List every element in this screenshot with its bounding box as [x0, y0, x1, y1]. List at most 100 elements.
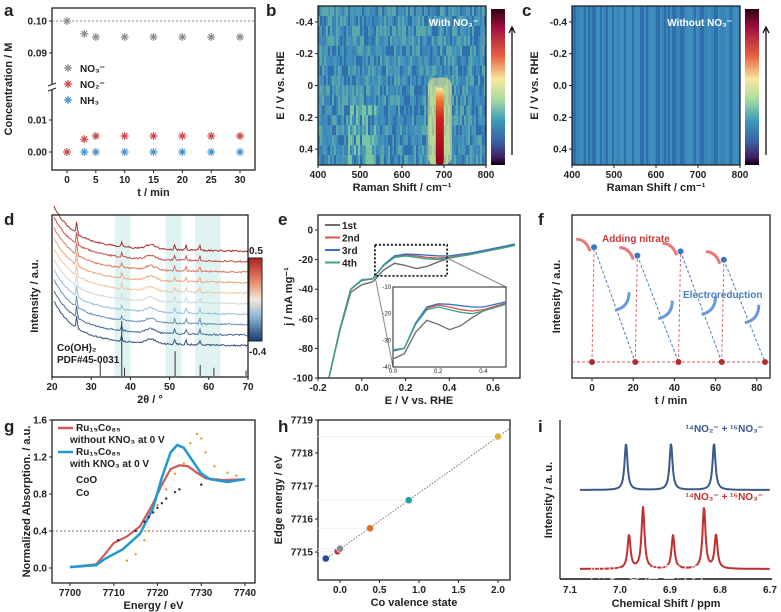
heatmap-cell [386, 6, 389, 17]
heatmap-cell [448, 35, 451, 47]
heatmap-cell [402, 45, 405, 56]
heatmap-cell [460, 105, 463, 116]
heatmap-cell [396, 95, 399, 106]
heatmap-cell [700, 6, 703, 166]
heatmap-cell [348, 15, 351, 27]
curved-arrow-icon [701, 296, 718, 316]
heatmap-cell [440, 25, 443, 37]
data-point-0 [178, 33, 187, 41]
heatmap-cell [392, 45, 395, 56]
heatmap-cell [410, 15, 413, 27]
axis-break-gap [48, 84, 56, 90]
heatmap-cell [442, 15, 445, 27]
y-tick-label: -0.4 [296, 17, 314, 28]
heatmap-cell [364, 85, 367, 96]
heatmap-cell [328, 95, 331, 106]
heatmap-cell [438, 45, 441, 56]
heatmap-cell [420, 125, 423, 136]
x-axis-title: t / min [655, 395, 688, 407]
heatmap-cell [404, 25, 407, 37]
curved-arrow-icon [614, 292, 631, 312]
heatmap-cell [460, 155, 463, 166]
heatmap-cell [426, 6, 429, 17]
heatmap-cell [464, 55, 467, 66]
heatmap-cell [428, 55, 431, 66]
heatmap-cell [434, 35, 437, 47]
heatmap-cell [344, 15, 347, 27]
heatmap-cell [650, 6, 653, 166]
heatmap-cell [322, 65, 325, 76]
heatmap-cell [418, 75, 421, 86]
heatmap-cell [482, 145, 485, 156]
heatmap-cell [412, 105, 415, 116]
heatmap-cell [404, 125, 407, 136]
heatmap-cell [326, 135, 329, 146]
heatmap-cell [346, 6, 349, 17]
heatmap-cell [466, 25, 469, 37]
heatmap-cell [402, 95, 405, 106]
y-tick-label: 7719 [291, 416, 314, 427]
heatmap-cell [358, 25, 361, 37]
heatmap-cell [422, 65, 425, 76]
zoom-connector [374, 275, 394, 368]
reference-label: PDF#45-0031 [57, 355, 120, 366]
heatmap-cell [374, 145, 377, 156]
heatmap-cell [478, 45, 481, 56]
heatmap-cell [340, 6, 343, 17]
heatmap-cell [472, 45, 475, 56]
heatmap-cell [416, 95, 419, 106]
heatmap-cell [328, 55, 331, 66]
heatmap-cell [712, 6, 715, 166]
heatmap-cell [630, 6, 633, 166]
heatmap-cell [602, 6, 605, 166]
heatmap-cell [392, 145, 395, 156]
panel-c: 400 500 600 700 800-0.4-0.20.00.20.4Without … [529, 5, 770, 194]
x-tick-label: 15 [148, 175, 160, 186]
heatmap-cell [340, 65, 343, 76]
heatmap-cell [636, 6, 639, 166]
plot-frame [51, 419, 256, 584]
heatmap-cell [398, 155, 401, 166]
marker-stroke [64, 80, 72, 88]
heatmap-cell [360, 155, 363, 166]
zoom-box [374, 243, 449, 277]
heatmap-cell [432, 15, 435, 27]
inset-y-tick-label: -40 [382, 365, 391, 371]
data-point-1 [149, 132, 158, 140]
heatmap-cell [350, 6, 353, 17]
heatmap-cell [362, 135, 365, 146]
heatmap-cell [330, 45, 333, 56]
heatmap-cell [458, 25, 461, 37]
heatmap-cell [468, 105, 471, 116]
legend-label: without KNO₃ at 0 V [69, 435, 165, 446]
heatmap-cell [384, 6, 387, 17]
heatmap-cell [358, 135, 361, 146]
xrd-trace [53, 290, 249, 337]
heatmap-cell [340, 135, 343, 146]
heatmap-cell [348, 65, 351, 76]
x-tick-label: 0.6 [486, 383, 500, 394]
co-point [156, 506, 159, 510]
heatmap-cell [456, 65, 459, 76]
heatmap-cell [354, 125, 357, 136]
heatmap-cell [426, 115, 429, 126]
heatmap-cell [386, 85, 389, 96]
heatmap-cell [452, 65, 455, 76]
heatmap-cell [364, 65, 367, 76]
heatmap-cell [380, 35, 383, 47]
heatmap-cell [370, 55, 373, 66]
heatmap-cell [362, 125, 365, 136]
heatmap-cell [352, 65, 355, 76]
heatmap-cell [408, 65, 411, 76]
heatmap-cell [454, 35, 457, 47]
heatmap-cell [334, 35, 337, 47]
heatmap-cell [354, 75, 357, 86]
heatmap-cell [348, 105, 351, 116]
heatmap-cell [350, 115, 353, 126]
heatmap-cell [330, 115, 333, 126]
heatmap-cell [382, 35, 385, 47]
heatmap-cell [480, 25, 483, 37]
heatmap-cell [424, 115, 427, 126]
heatmap-cell [432, 6, 435, 17]
